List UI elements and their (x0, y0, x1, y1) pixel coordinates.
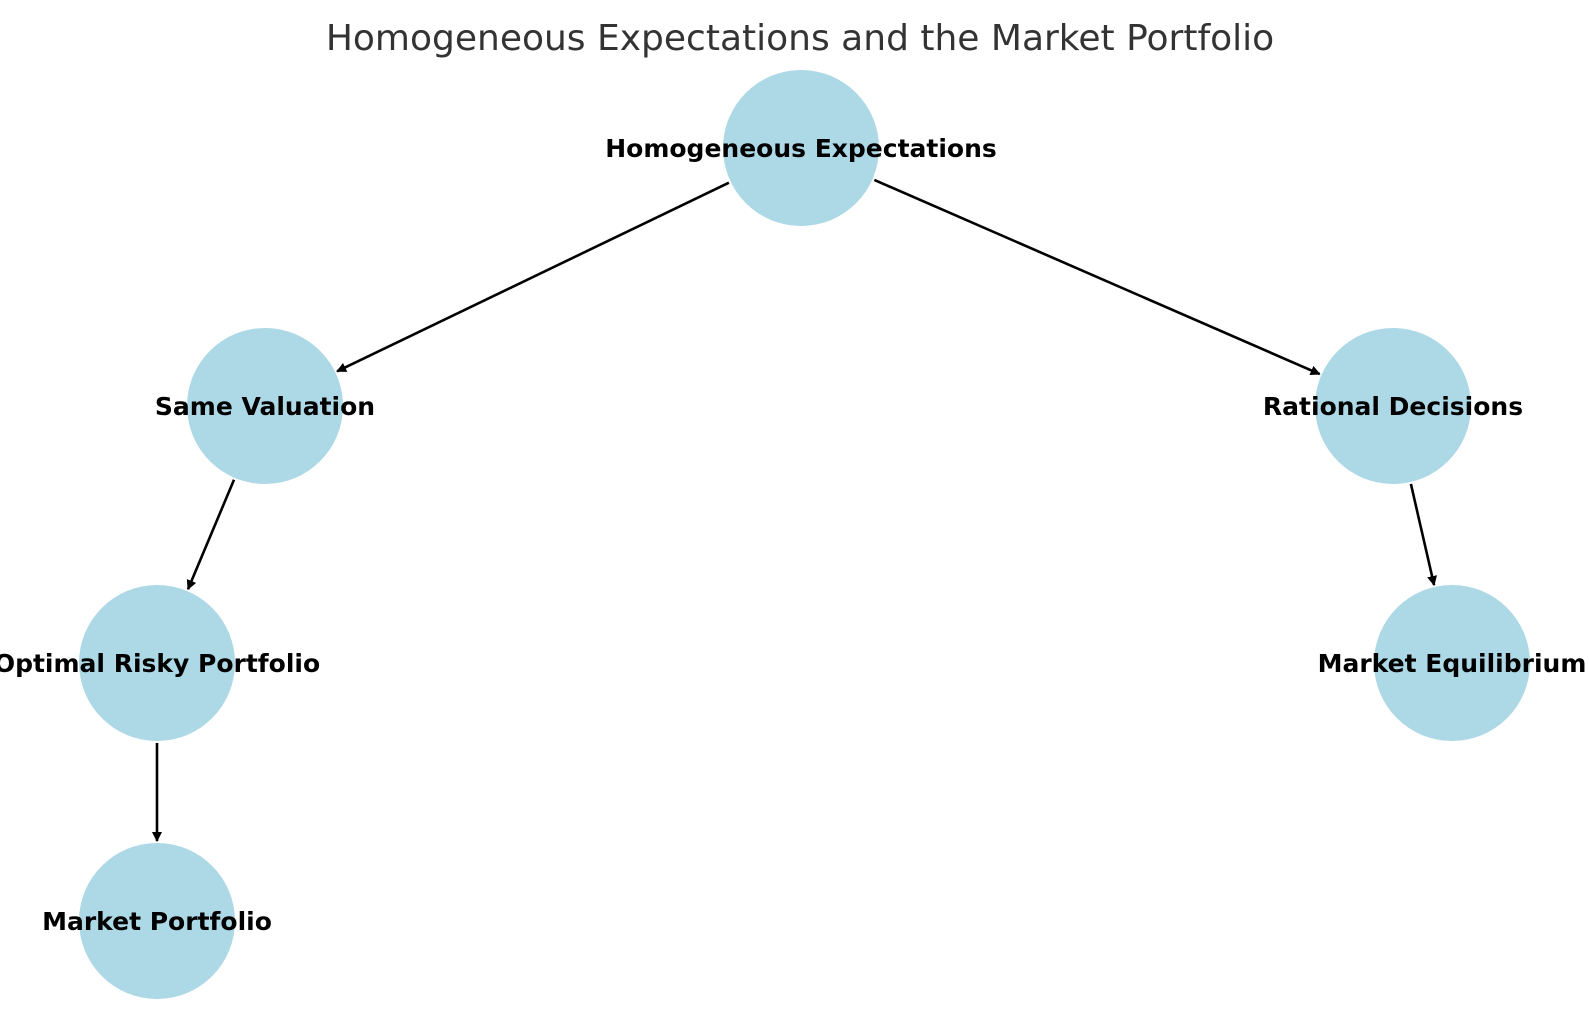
node-label: Optimal Risky Portfolio (0, 649, 320, 678)
diagram-title: Homogeneous Expectations and the Market … (326, 18, 1274, 59)
node-optimal-risky-portfolio: Optimal Risky Portfolio (0, 585, 320, 741)
node-market-portfolio: Market Portfolio (42, 843, 272, 999)
node-circle (723, 70, 879, 226)
edges-layer (152, 178, 1437, 842)
node-homogeneous-expectations: Homogeneous Expectations (605, 70, 997, 226)
node-circle (1374, 585, 1530, 741)
edge-homogeneous-expectations-to-rational-decisions (873, 178, 1321, 376)
node-market-equilibrium: Market Equilibrium (1318, 585, 1587, 741)
node-same-valuation: Same Valuation (155, 328, 375, 484)
node-label: Homogeneous Expectations (605, 134, 997, 163)
edge-same-valuation-to-optimal-risky-portfolio (186, 479, 236, 591)
nodes-layer: Homogeneous Expectations Same Valuation Ra… (0, 70, 1586, 999)
node-circle (187, 328, 343, 484)
node-label: Rational Decisions (1263, 392, 1523, 421)
node-label: Same Valuation (155, 392, 375, 421)
node-circle (1315, 328, 1471, 484)
node-circle (79, 585, 235, 741)
node-circle (79, 843, 235, 999)
edge-homogeneous-expectations-to-same-valuation (336, 181, 730, 373)
edge-rational-decisions-to-market-equilibrium (1409, 483, 1437, 587)
node-rational-decisions: Rational Decisions (1263, 328, 1523, 484)
node-label: Market Portfolio (42, 907, 272, 936)
node-label: Market Equilibrium (1318, 649, 1587, 678)
